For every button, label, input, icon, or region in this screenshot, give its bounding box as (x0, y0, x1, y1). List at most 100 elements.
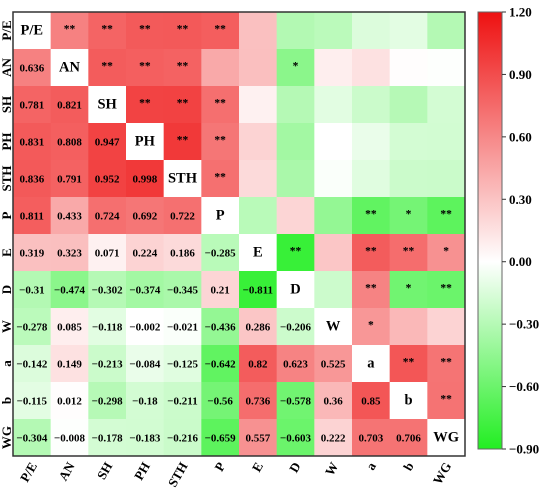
correlation-value-SH-AN: 0.821 (57, 100, 82, 112)
heatmap-cell-STH-P (201, 160, 240, 198)
heatmap-cell-WG-E (239, 419, 278, 457)
heatmap-cell-PH-STH (163, 123, 202, 161)
colorbar-tick-label: 0.30 (509, 192, 532, 207)
heatmap-cell-b-SH (88, 382, 127, 420)
heatmap-cell-AN-P (201, 49, 240, 87)
significance-mark-b-WG: ** (440, 394, 452, 406)
correlation-value-W-STH: −0.021 (167, 322, 198, 334)
heatmap-cell-P/E-SH (88, 12, 127, 50)
correlation-value-P-AN: 0.433 (57, 211, 82, 223)
x-tick-label-b: b (400, 459, 417, 473)
correlation-value-a-D: 0.623 (283, 359, 308, 371)
diagonal-label-STH: STH (168, 171, 198, 187)
diagonal-label-W: W (326, 319, 341, 335)
significance-mark-D-WG: ** (440, 283, 452, 295)
correlation-value-W-P: −0.436 (205, 322, 237, 334)
heatmap-cell-AN-AN (50, 49, 89, 87)
heatmap-cell-D-P (201, 271, 240, 309)
heatmap-cell-STH-a (352, 160, 391, 198)
heatmap-cell-a-a (352, 345, 391, 383)
correlation-value-E-P/E: 0.319 (19, 248, 44, 260)
heatmap-cell-D-AN (50, 271, 89, 309)
heatmap-cell-SH-P (201, 86, 240, 124)
correlation-value-W-P/E: −0.278 (16, 322, 48, 334)
heatmap-cell-b-WG (427, 382, 466, 420)
significance-mark-PH-STH: ** (177, 135, 189, 147)
heatmap-cell-E-SH (88, 234, 127, 272)
heatmap-cell-W-STH (163, 308, 202, 346)
correlation-value-D-AN: −0.474 (54, 285, 86, 297)
correlation-value-P-P/E: 0.811 (20, 211, 44, 223)
correlation-value-PH-P/E: 0.831 (19, 137, 44, 149)
significance-mark-AN-PH: ** (139, 61, 151, 73)
y-tick-label-b: b (0, 397, 14, 404)
heatmap-cell-WG-SH (88, 419, 127, 457)
heatmap-cell-WG-a (352, 419, 391, 457)
heatmap-cell-WG-AN (50, 419, 89, 457)
significance-mark-PH-P: ** (214, 135, 226, 147)
diagonal-label-PH: PH (135, 134, 156, 150)
heatmap-cell-b-b (389, 382, 428, 420)
heatmap-cell-W-E (239, 308, 278, 346)
significance-mark-P/E-AN: ** (64, 24, 76, 36)
colorbar-tick-label: 0.00 (509, 254, 532, 269)
heatmap-cell-SH-PH (126, 86, 165, 124)
y-tick-label-SH: SH (0, 96, 14, 113)
significance-mark-P-a: ** (365, 209, 377, 221)
x-tick-label-D: D (286, 459, 304, 475)
heatmap-cell-WG-WG (427, 419, 466, 457)
y-tick-label-P/E: P/E (0, 20, 14, 40)
heatmap-cell-AN-PH (126, 49, 165, 87)
correlation-value-E-AN: 0.323 (57, 248, 82, 260)
heatmap-cell-P-a (352, 197, 391, 235)
heatmap-cell-AN-b (389, 49, 428, 87)
correlation-value-E-STH: 0.186 (170, 248, 195, 260)
heatmap-cell-P/E-P/E (13, 12, 52, 50)
significance-mark-a-WG: ** (440, 357, 452, 369)
diagonal-label-E: E (253, 245, 263, 261)
heatmap-cell-D-W (314, 271, 353, 309)
heatmap-cell-b-STH (163, 382, 202, 420)
correlation-value-P-SH: 0.724 (95, 211, 120, 223)
correlation-value-WG-AN: −0.008 (54, 433, 86, 445)
heatmap-cell-b-E (239, 382, 278, 420)
correlation-value-b-PH: −0.18 (132, 396, 158, 408)
heatmap-cell-AN-D (276, 49, 315, 87)
correlation-value-b-D: −0.578 (280, 396, 312, 408)
heatmap-cell-SH-a (352, 86, 391, 124)
heatmap-cell-D-D (276, 271, 315, 309)
correlation-value-D-P/E: −0.31 (19, 285, 45, 297)
heatmap-cell-P/E-b (389, 12, 428, 50)
diagonal-label-WG: WG (433, 430, 459, 446)
heatmap-cell-P/E-PH (126, 12, 165, 50)
correlation-value-P-STH: 0.722 (170, 211, 195, 223)
significance-mark-P/E-PH: ** (139, 24, 151, 36)
heatmap-cell-a-WG (427, 345, 466, 383)
heatmap-cell-W-AN (50, 308, 89, 346)
correlation-value-WG-b: 0.706 (396, 433, 421, 445)
heatmap-cell-D-P/E (13, 271, 52, 309)
heatmap-cell-PH-PH (126, 123, 165, 161)
heatmap-cell-E-W (314, 234, 353, 272)
correlation-value-a-STH: −0.125 (167, 359, 199, 371)
y-tick-label-D: D (0, 285, 14, 294)
heatmap-cell-P-AN (50, 197, 89, 235)
y-tick-label-W: W (0, 320, 14, 333)
heatmap-cell-a-D (276, 345, 315, 383)
correlation-value-WG-a: 0.703 (358, 433, 383, 445)
significance-mark-STH-P: ** (214, 172, 226, 184)
heatmap-cell-D-b (389, 271, 428, 309)
heatmap-cell-P/E-WG (427, 12, 466, 50)
significance-mark-SH-PH: ** (139, 98, 151, 110)
heatmap-cell-W-SH (88, 308, 127, 346)
heatmap-cell-a-E (239, 345, 278, 383)
heatmap-cell-SH-SH (88, 86, 127, 124)
diagonal-label-P/E: P/E (21, 23, 44, 39)
heatmap-cell-P/E-a (352, 12, 391, 50)
heatmap-cell-AN-W (314, 49, 353, 87)
y-tick-label-PH: PH (0, 132, 14, 150)
heatmap-cell-D-WG (427, 271, 466, 309)
heatmap-cell-P-b (389, 197, 428, 235)
heatmap-cell-b-P/E (13, 382, 52, 420)
